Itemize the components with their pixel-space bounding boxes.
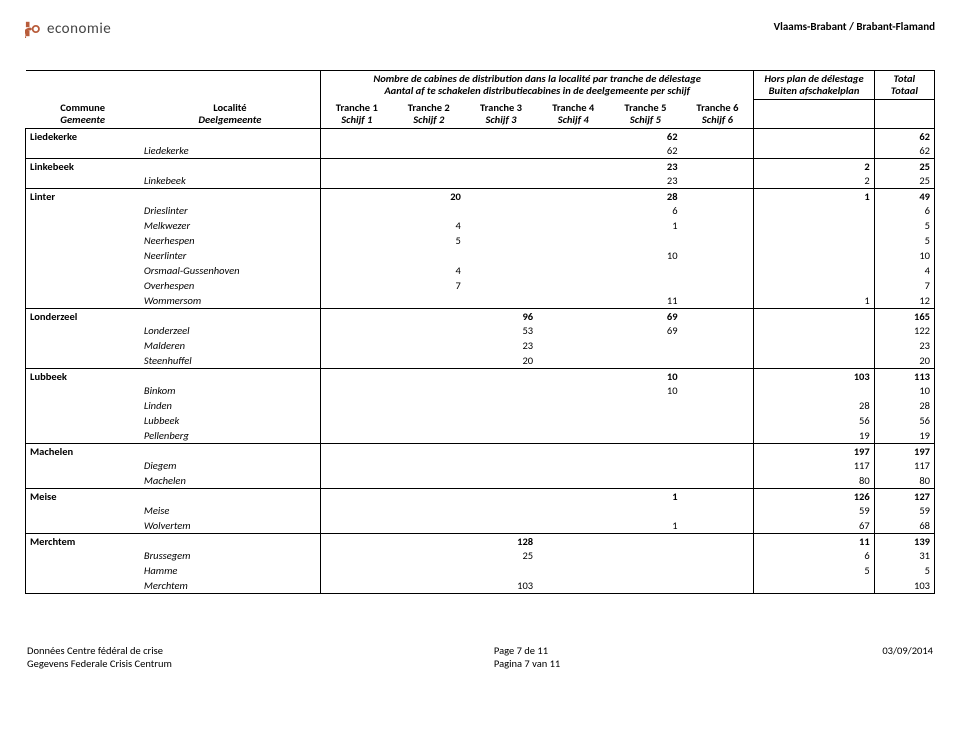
- commune-row: Merchtem12811139: [26, 533, 935, 548]
- locality-row: Merchtem103103: [26, 578, 935, 593]
- locality-row: Diegem117117: [26, 458, 935, 473]
- logo-text: economie: [47, 20, 111, 38]
- locality-row: Wommersom11112: [26, 293, 935, 308]
- commune-row: Linkebeek23225: [26, 158, 935, 173]
- locality-row: Londerzeel5369122: [26, 323, 935, 338]
- header-t4: Tranche 4Schijf 4: [537, 100, 609, 129]
- locality-row: Orsmaal-Gussenhoven44: [26, 263, 935, 278]
- commune-row: Meise1126127: [26, 488, 935, 503]
- header-group-tranches: Nombre de cabines de distribution dans l…: [320, 71, 753, 100]
- locality-row: Binkom1010: [26, 383, 935, 398]
- region-label: Vlaams-Brabant / Brabant-Flamand: [774, 20, 935, 33]
- locality-row: Wolvertem16768: [26, 518, 935, 533]
- header-t1: Tranche 1Schijf 1: [320, 100, 392, 129]
- locality-row: Drieslinter66: [26, 203, 935, 218]
- commune-row: Linter2028149: [26, 188, 935, 203]
- header-localite: Localité Deelgemeente: [140, 100, 321, 129]
- page-footer: Données Centre fédéral de crise Gegevens…: [25, 644, 935, 671]
- commune-row: Liedekerke6262: [26, 128, 935, 143]
- header-t2: Tranche 2Schijf 2: [393, 100, 465, 129]
- distribution-table: Nombre de cabines de distribution dans l…: [25, 70, 935, 594]
- logo: economie: [25, 20, 111, 38]
- locality-row: Linden2828: [26, 398, 935, 413]
- header-t6: Tranche 6Schijf 6: [682, 100, 754, 129]
- header-total: Total Totaal: [874, 71, 934, 100]
- commune-row: Lubbeek10103113: [26, 368, 935, 383]
- footer-page: Page 7 de 11 Pagina 7 van 11: [494, 644, 560, 671]
- locality-row: Linkebeek23225: [26, 173, 935, 188]
- header-hors: Hors plan de délestage Buiten afschakelp…: [754, 71, 874, 100]
- locality-row: Lubbeek5656: [26, 413, 935, 428]
- locality-row: Liedekerke6262: [26, 143, 935, 158]
- locality-row: Meise5959: [26, 503, 935, 518]
- commune-row: Londerzeel9669165: [26, 308, 935, 323]
- locality-row: Melkwezer415: [26, 218, 935, 233]
- locality-row: Steenhuffel2020: [26, 353, 935, 368]
- page-header: economie Vlaams-Brabant / Brabant-Flaman…: [25, 20, 935, 38]
- header-t5: Tranche 5Schijf 5: [609, 100, 681, 129]
- commune-row: Machelen197197: [26, 443, 935, 458]
- header-t3: Tranche 3Schijf 3: [465, 100, 537, 129]
- locality-row: Pellenberg1919: [26, 428, 935, 443]
- header-commune: Commune Gemeente: [26, 100, 140, 129]
- economie-icon: [25, 20, 43, 38]
- locality-row: Neerlinter1010: [26, 248, 935, 263]
- locality-row: Malderen2323: [26, 338, 935, 353]
- locality-row: Overhespen77: [26, 278, 935, 293]
- locality-row: Brussegem25631: [26, 548, 935, 563]
- footer-source: Données Centre fédéral de crise Gegevens…: [27, 644, 172, 671]
- locality-row: Machelen8080: [26, 473, 935, 488]
- locality-row: Hamme55: [26, 563, 935, 578]
- locality-row: Neerhespen55: [26, 233, 935, 248]
- footer-date: 03/09/2014: [882, 644, 933, 671]
